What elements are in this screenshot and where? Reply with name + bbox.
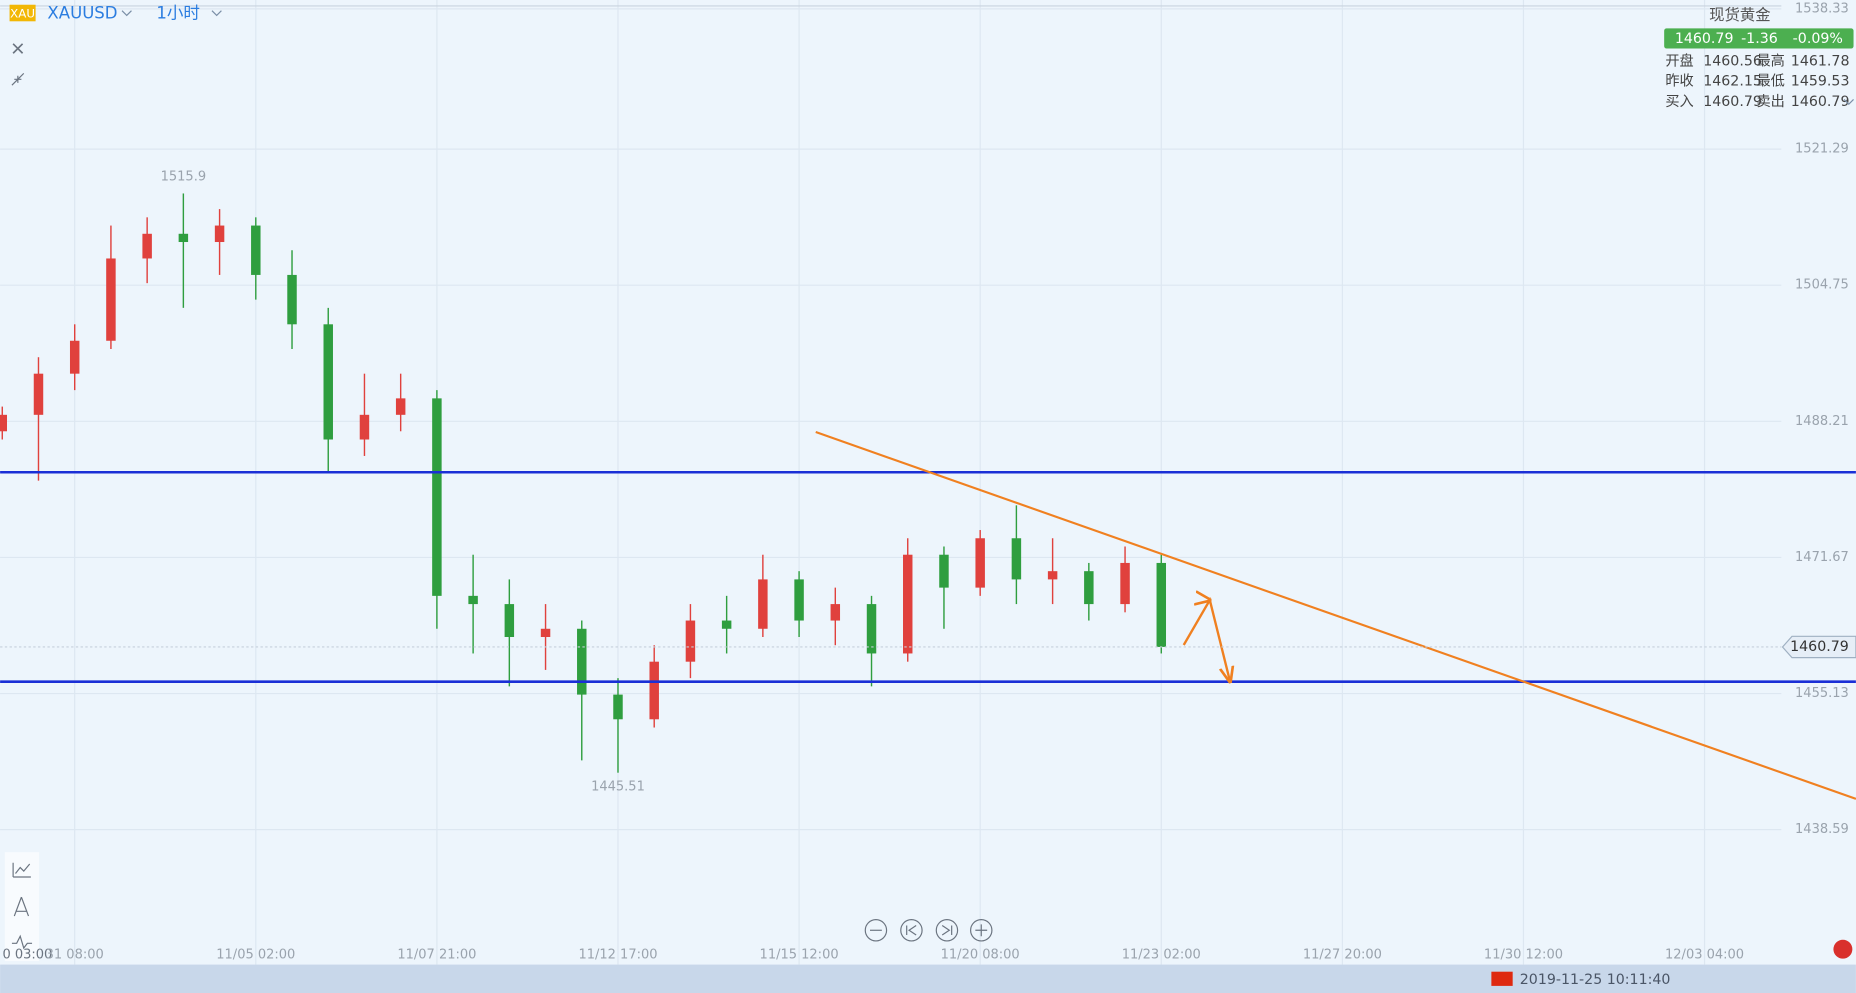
symbol[interactable]: XAUUSD — [47, 4, 117, 23]
candle-body — [794, 579, 804, 621]
x-tick-label: 11/30 12:00 — [1484, 948, 1563, 963]
candle-body — [287, 274, 297, 325]
y-tick-label: 1438.59 — [1795, 822, 1849, 837]
quote-change-pct: -0.09% — [1793, 31, 1843, 47]
x-tick-label: 11/05 02:00 — [216, 948, 295, 963]
candle-body — [395, 398, 406, 415]
cursor-label: 0 03:00 — [2, 948, 52, 963]
x-tick-label: 11/27 20:00 — [1303, 948, 1382, 963]
x-tick-label: 11/20 08:00 — [941, 948, 1020, 963]
trend-line — [815, 431, 1856, 800]
candle-body — [33, 373, 44, 415]
candle-body — [866, 604, 877, 654]
quote-key: 最低 — [1756, 74, 1784, 90]
y-tick-label: 1488.21 — [1795, 414, 1849, 429]
max-label: 1515.9 — [161, 169, 207, 184]
zoom-in[interactable] — [970, 919, 993, 942]
min-label: 1445.51 — [591, 779, 645, 794]
quote-key: 昨收 — [1665, 74, 1693, 90]
dropdown-icon — [211, 10, 222, 17]
candle-body — [903, 554, 913, 654]
candle-body — [69, 340, 80, 374]
arrow-path — [1182, 600, 1230, 682]
quote-key: 开盘 — [1665, 53, 1693, 70]
candle-body — [758, 579, 768, 629]
quote-value: 1460.79 — [1703, 94, 1762, 110]
wave-icon[interactable] — [11, 934, 33, 950]
x-tick-label: 11/07 21:00 — [397, 948, 476, 963]
quote-name: 现货黄金 — [1709, 6, 1771, 24]
scroll-end[interactable] — [935, 919, 959, 942]
status-datetime: 2019-11-25 10:11:40 — [1520, 972, 1671, 988]
candle-body — [178, 233, 189, 243]
flag-icon — [1491, 971, 1513, 986]
candle-body — [649, 661, 659, 720]
y-tick-label: 1521.29 — [1795, 142, 1849, 157]
quote-key: 买入 — [1665, 94, 1693, 110]
quote-value: 1459.53 — [1791, 74, 1850, 90]
candle-body — [830, 604, 841, 621]
symbol-icon-text: XAU — [10, 7, 35, 21]
candle-body — [613, 694, 623, 720]
candle-body — [251, 225, 261, 275]
y-tick-label: 1504.75 — [1795, 278, 1849, 293]
quote-value: 1461.78 — [1791, 54, 1850, 70]
status-bar — [0, 964, 1856, 993]
candle-body — [721, 620, 732, 629]
candle-body — [1084, 571, 1094, 605]
y-tick-label: 1471.67 — [1795, 550, 1849, 565]
close-icon[interactable] — [12, 43, 24, 54]
candle-body — [504, 604, 515, 638]
candle-body — [0, 414, 8, 432]
candle-body — [1156, 562, 1167, 647]
collapse-icon[interactable] — [11, 72, 25, 86]
plot: 1515.9 1445.51 — [0, 169, 1856, 800]
quote-bar — [1664, 28, 1854, 49]
candle-body — [1047, 571, 1058, 580]
x-tick-label: 11/23 02:00 — [1122, 948, 1201, 963]
alert-icon[interactable] — [1833, 939, 1853, 959]
candle-body — [1011, 538, 1022, 580]
quote-value: 1460.79 — [1791, 94, 1850, 110]
draw-icon[interactable] — [13, 896, 30, 917]
candle-body — [359, 414, 370, 440]
candle-body — [214, 225, 225, 243]
indicator-icon[interactable] — [12, 862, 31, 878]
quote-last: 1460.79 — [1675, 31, 1734, 47]
expand-icon[interactable] — [1843, 98, 1854, 105]
candle-body — [468, 595, 478, 605]
zoom-out[interactable] — [864, 919, 888, 942]
last-price-label: 1460.79 — [1790, 639, 1849, 655]
symbol-icon — [9, 4, 36, 22]
quote-value: 1462.15 — [1703, 74, 1762, 90]
zoom-controls — [864, 919, 993, 942]
candle-body — [540, 628, 551, 638]
candle-body — [577, 628, 587, 695]
scroll-start[interactable] — [900, 919, 923, 942]
candle-body — [432, 398, 442, 596]
interval[interactable]: 1小时 — [156, 4, 200, 23]
x-tick-label: 12/03 04:00 — [1665, 948, 1744, 963]
x-tick-label: 31 08:00 — [46, 948, 104, 963]
quote-change: -1.36 — [1741, 31, 1778, 47]
quote-value: 1460.56 — [1703, 54, 1762, 70]
candle-body — [975, 538, 985, 588]
x-tick-label: 11/15 12:00 — [760, 948, 839, 963]
x-tick-label: 11/12 17:00 — [578, 948, 657, 963]
candle-body — [323, 324, 333, 440]
candle-body — [939, 554, 949, 588]
quote-key: 最高 — [1756, 53, 1784, 70]
y-tick-label: 1538.33 — [1795, 1, 1849, 16]
candle-body — [106, 258, 116, 341]
candle-body — [142, 233, 152, 259]
candle-body — [685, 620, 696, 662]
y-tick-label: 1455.13 — [1795, 686, 1849, 701]
candle-body — [1120, 562, 1130, 605]
dropdown-icon — [121, 10, 132, 17]
quote-key: 卖出 — [1756, 94, 1784, 110]
